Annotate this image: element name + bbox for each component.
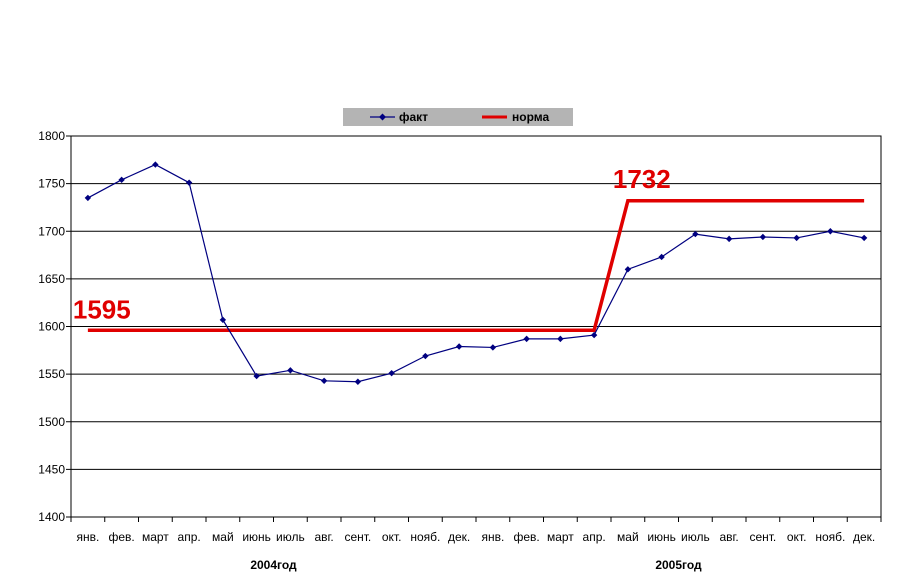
x-tick-label: апр. [583,530,606,544]
fact-data-point [388,369,395,377]
x-tick-label: дек. [448,530,470,544]
legend-fact-label: факт [399,110,428,124]
fact-data-point [320,377,328,384]
y-tick-label: 1500 [38,415,65,429]
value-annotation: 1595 [73,294,131,324]
x-tick-label: фев. [513,530,539,544]
fact-data-point [422,352,429,360]
x-tick-label: апр. [178,530,201,544]
gridlines [71,183,881,470]
series-fact [84,161,868,385]
fact-data-point [287,367,294,374]
fact-data-point [152,161,159,168]
y-tick-label: 1550 [38,367,65,381]
fact-data-point [827,228,834,235]
fact-data-point [624,266,632,273]
x-tick-label: июль [276,530,305,544]
year-label: 2004год [250,558,297,572]
norm-line [87,199,865,333]
x-tick-label: окт. [787,530,807,544]
x-tick-label: май [212,530,234,544]
fact-data-point [118,176,125,184]
fact-data-point [354,378,362,385]
y-tick-label: 1650 [38,272,65,286]
x-tick-label: авг. [719,530,738,544]
fact-data-point [219,316,227,324]
x-tick-label: март [547,530,574,544]
fact-data-point [658,253,665,261]
x-tick-label: янв. [481,530,504,544]
x-tick-label: март [142,530,169,544]
x-tick-label: июнь [242,530,271,544]
fact-data-point [725,235,733,243]
fact-data-point [455,343,463,350]
x-tick-label: июль [681,530,710,544]
x-tick-label: нояб. [815,530,845,544]
y-tick-label: 1400 [38,510,65,524]
y-tick-label: 1700 [38,224,65,238]
annotations: 1595 1732 [73,164,671,324]
fact-data-point [84,194,92,202]
x-tick-label: янв. [76,530,99,544]
value-annotation: 1732 [613,164,671,194]
x-axis: янв. фев. март апр. май июнь июль авг. сент. окт.… [70,517,882,572]
x-tick-label: окт. [382,530,402,544]
x-tick-label: май [617,530,639,544]
fact-data-point [590,331,598,339]
fact-data-point [185,179,193,186]
y-axis: 1400 1450 1500 1550 1600 1650 1700 1750 1800 [38,129,71,524]
y-tick-label: 1600 [38,320,65,334]
x-tick-label: июнь [647,530,676,544]
x-tick-label: сент. [344,530,371,544]
y-tick-label: 1450 [38,462,65,476]
x-tick-label: фев. [108,530,134,544]
series-norm [87,199,865,333]
fact-data-point [253,372,260,380]
fact-data-point [557,335,564,343]
legend-box [343,108,573,126]
year-label: 2005год [655,558,702,572]
y-tick-label: 1800 [38,129,65,143]
x-tick-label: нояб. [410,530,440,544]
fact-data-point [692,230,699,238]
fact-data-point [860,234,868,242]
x-tick-label: авг. [314,530,333,544]
x-tick-label: сент. [749,530,776,544]
fact-data-point [489,344,497,351]
fact-data-point [523,335,530,343]
y-tick-label: 1750 [38,177,65,191]
fact-data-point [793,234,800,242]
fact-data-point [759,233,767,241]
x-tick-label: дек. [853,530,875,544]
legend: факт норма [343,108,573,126]
legend-fact-marker [379,113,386,121]
legend-norm-label: норма [512,110,549,124]
fact-line [87,163,865,383]
